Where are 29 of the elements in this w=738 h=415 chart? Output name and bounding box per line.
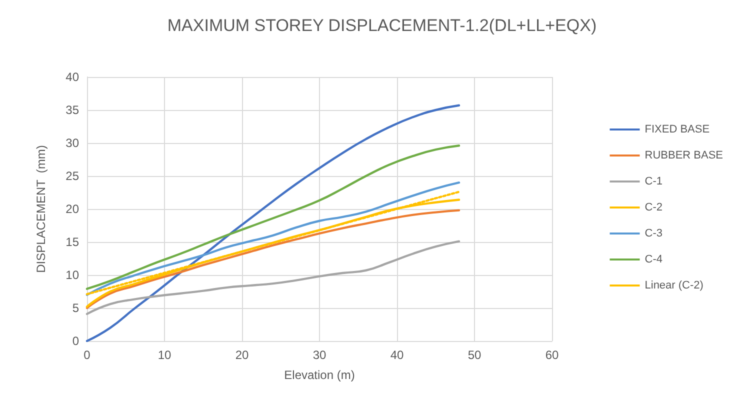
- y-tick-label: 40: [66, 70, 80, 84]
- y-tick-label: 35: [66, 103, 80, 117]
- legend-label: C-4: [644, 254, 662, 266]
- x-tick-label: 0: [84, 348, 91, 362]
- x-tick-label: 60: [545, 348, 559, 362]
- y-tick-label: 15: [66, 235, 80, 249]
- x-axis-title: Elevation (m): [284, 368, 355, 382]
- x-tick-label: 20: [235, 348, 249, 362]
- x-tick-label: 30: [312, 348, 326, 362]
- legend-label: Linear (C-2): [644, 280, 704, 292]
- x-tick-label: 50: [468, 348, 482, 362]
- y-tick-label: 30: [66, 136, 80, 150]
- line-series: [86, 240, 460, 316]
- legend-label: RUBBER BASE: [644, 150, 724, 162]
- y-tick-label: 10: [66, 268, 80, 282]
- legend-label: C-3: [644, 228, 662, 240]
- y-tick-label: 0: [72, 334, 80, 348]
- line-series: [86, 144, 460, 290]
- x-tick-label: 10: [158, 348, 172, 362]
- y-tick-label: 25: [66, 169, 80, 183]
- legend-label: C-1: [644, 176, 662, 188]
- legend-label: FIXED BASE: [644, 124, 710, 136]
- legend-label: C-2: [644, 202, 662, 214]
- y-tick-label: 5: [72, 301, 80, 315]
- x-tick-label: 40: [390, 348, 404, 362]
- y-axis-title: DISPLACEMENT (mm): [34, 145, 48, 273]
- chart-title: MAXIMUM STOREY DISPLACEMENT-1.2(DL+LL+EQX): [167, 16, 597, 35]
- y-tick-label: 20: [66, 202, 80, 216]
- line-series: [86, 104, 460, 342]
